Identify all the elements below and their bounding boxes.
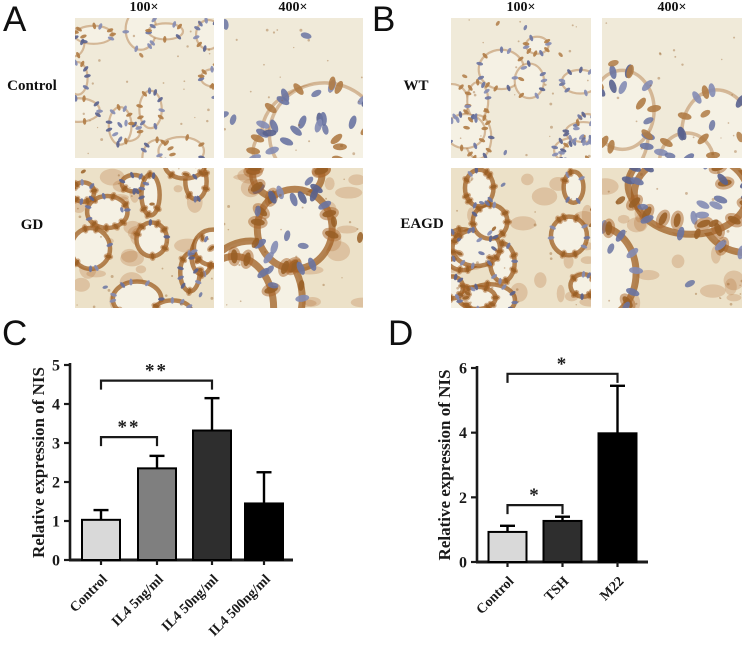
bar-chart-nis-tsh-m22: 0 2 4 6 Relative expression of NIS Control TSH… [420,340,744,646]
panel-c-letter: C [2,314,28,353]
svg-text:2: 2 [459,490,467,507]
panel-b-header-100x: 100× [506,0,536,15]
svg-text:3: 3 [52,436,60,453]
panel-d-letter: D [388,314,414,353]
svg-text:5: 5 [52,358,60,375]
svg-text:0: 0 [459,555,467,572]
svg-text:*: * [557,354,569,375]
row-label-wt: WT [403,78,429,94]
svg-text:2: 2 [52,475,60,492]
svg-text:6: 6 [459,361,467,378]
svg-text:4: 4 [459,425,467,442]
svg-text:1: 1 [52,514,60,531]
row-label-eagd: EAGD [400,216,444,232]
micrograph-wt-100x [451,18,591,158]
svg-text:**: ** [118,417,141,438]
svg-text:**: ** [145,361,168,382]
svg-text:Control: Control [474,574,518,618]
svg-text:TSH: TSH [542,574,572,604]
svg-text:M22: M22 [597,574,627,604]
row-label-control: Control [7,78,57,94]
panel-a-letter: A [3,0,27,39]
panel-a-header-100x: 100× [129,0,159,15]
svg-text:Relative expression of NIS: Relative expression of NIS [435,370,454,561]
micrograph-wt-400x [602,18,742,158]
micrograph-gd-100x [75,168,214,308]
bar-chart-nis-il4: 0 1 2 3 4 5 Relative expression of NIS Control I… [28,340,348,646]
svg-text:4: 4 [52,397,60,414]
svg-text:0: 0 [52,553,60,570]
panel-b-letter: B [372,0,396,39]
svg-text:IL4 5ng/ml: IL4 5ng/ml [109,572,167,630]
micrograph-control-100x [75,18,214,158]
micrograph-eagd-100x [451,168,591,308]
micrograph-eagd-400x [602,168,742,308]
svg-text:*: * [529,485,541,506]
panel-a-header-400x: 400× [278,0,308,15]
row-label-gd: GD [20,217,44,233]
micrograph-gd-400x [224,168,363,308]
panel-b-header-400x: 400× [657,0,687,15]
svg-text:Relative expression of NIS: Relative expression of NIS [29,367,48,558]
svg-text:Control: Control [67,572,111,616]
micrograph-control-400x [224,18,363,158]
